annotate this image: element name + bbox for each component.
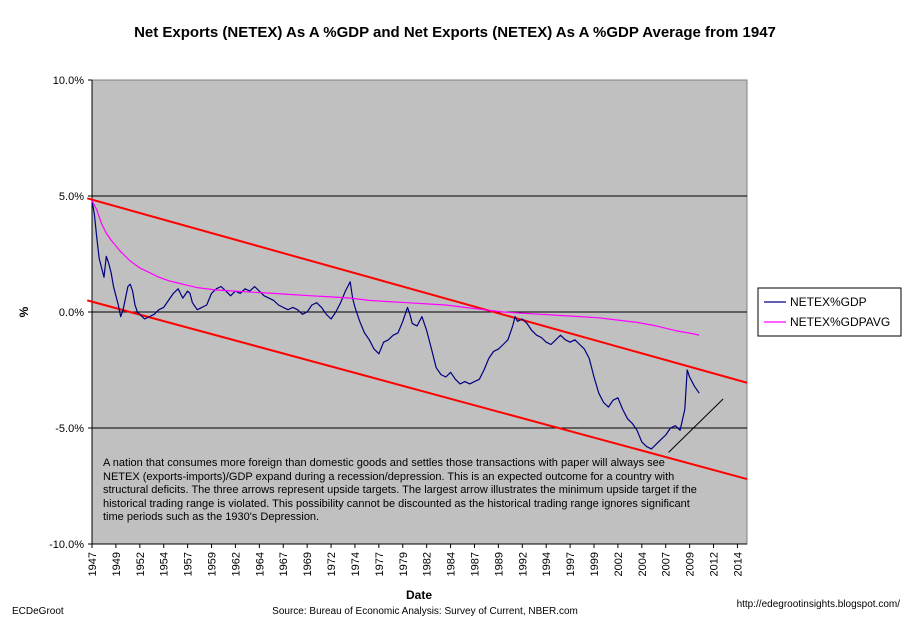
x-axis-label: Date: [406, 588, 432, 602]
trading-range-line: [86, 197, 748, 384]
legend: NETEX%GDP NETEX%GDPAVG: [757, 287, 902, 337]
series-line-netex: [91, 200, 700, 450]
x-tick-label: 1992: [517, 552, 529, 576]
x-tick-label: 1972: [326, 552, 338, 576]
chart-title: Net Exports (NETEX) As A %GDP and Net Ex…: [134, 24, 776, 41]
x-tick-label: 1962: [230, 552, 242, 576]
x-tick-label: 1947: [87, 552, 99, 576]
y-axis-ticks: 10.0% 5.0% 0.0% -5.0% -10.0%: [49, 75, 93, 551]
x-tick-label: 1964: [254, 552, 266, 576]
x-tick-label: 1982: [422, 552, 434, 576]
x-tick-label: 2009: [685, 552, 697, 576]
trend-lines: [86, 197, 748, 481]
footer-author: ECDeGroot: [12, 606, 64, 617]
gridlines: [92, 195, 747, 429]
series-line-netex-avg: [91, 200, 700, 336]
series-lines: [91, 200, 700, 450]
x-tick-label: 1967: [278, 552, 290, 576]
x-tick-label: 2014: [732, 552, 744, 576]
target-arrow-line: [668, 398, 724, 453]
y-axis-label: %: [17, 306, 31, 317]
x-tick-label: 1952: [135, 552, 147, 576]
x-tick-label: 2012: [709, 552, 721, 576]
x-tick-label: 1999: [589, 552, 601, 576]
chart-annotation: A nation that consumes more foreign than…: [103, 457, 697, 523]
legend-box: [757, 287, 902, 337]
footer-source: Source: Bureau of Economic Analysis: Sur…: [272, 606, 578, 617]
x-tick-label: 1969: [302, 552, 314, 576]
x-axis-ticks: 1947 1949 1952 1954 1957 1959 1962 1964 1967 1969…: [87, 543, 747, 576]
x-tick-label: 1979: [398, 552, 410, 576]
x-tick-label: 1994: [541, 552, 553, 576]
y-tick-label: 10.0%: [53, 75, 84, 87]
trading-range-line: [86, 299, 748, 481]
x-tick-label: 2004: [637, 552, 649, 576]
x-tick-label: 1989: [493, 552, 505, 576]
x-tick-label: 1974: [350, 552, 362, 576]
x-tick-label: 1957: [183, 552, 195, 576]
x-tick-label: 1997: [565, 552, 577, 576]
x-tick-label: 2002: [613, 552, 625, 576]
x-tick-label: 1949: [111, 552, 123, 576]
legend-entry-netex-avg: NETEX%GDPAVG: [790, 315, 890, 329]
y-tick-label: -10.0%: [49, 539, 84, 551]
footer-url: http://edegrootinsights.blogspot.com/: [737, 599, 901, 610]
x-tick-label: 1959: [207, 552, 219, 576]
legend-entry-netex: NETEX%GDP: [790, 295, 867, 309]
x-tick-label: 1984: [446, 552, 458, 576]
x-tick-label: 2007: [661, 552, 673, 576]
y-tick-label: -5.0%: [55, 423, 84, 435]
x-tick-label: 1954: [159, 552, 171, 576]
y-tick-label: 0.0%: [59, 307, 84, 319]
x-tick-label: 1977: [374, 552, 386, 576]
x-tick-label: 1987: [469, 552, 481, 576]
y-tick-label: 5.0%: [59, 191, 84, 203]
